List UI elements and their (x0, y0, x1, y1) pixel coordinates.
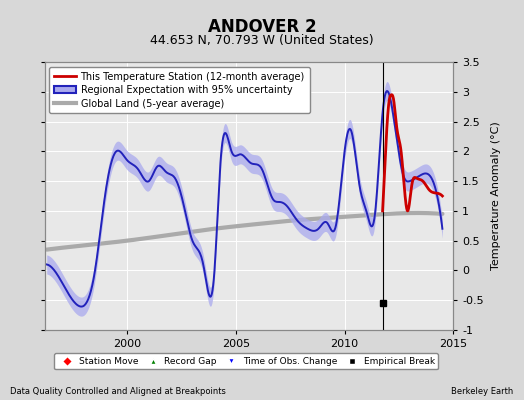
Text: ANDOVER 2: ANDOVER 2 (208, 18, 316, 36)
Legend: This Temperature Station (12-month average), Regional Expectation with 95% uncer: This Temperature Station (12-month avera… (49, 67, 310, 113)
Y-axis label: Temperature Anomaly (°C): Temperature Anomaly (°C) (491, 122, 501, 270)
Legend: Station Move, Record Gap, Time of Obs. Change, Empirical Break: Station Move, Record Gap, Time of Obs. C… (54, 353, 438, 370)
Text: Data Quality Controlled and Aligned at Breakpoints: Data Quality Controlled and Aligned at B… (10, 387, 226, 396)
Text: Berkeley Earth: Berkeley Earth (451, 387, 514, 396)
Text: 44.653 N, 70.793 W (United States): 44.653 N, 70.793 W (United States) (150, 34, 374, 47)
